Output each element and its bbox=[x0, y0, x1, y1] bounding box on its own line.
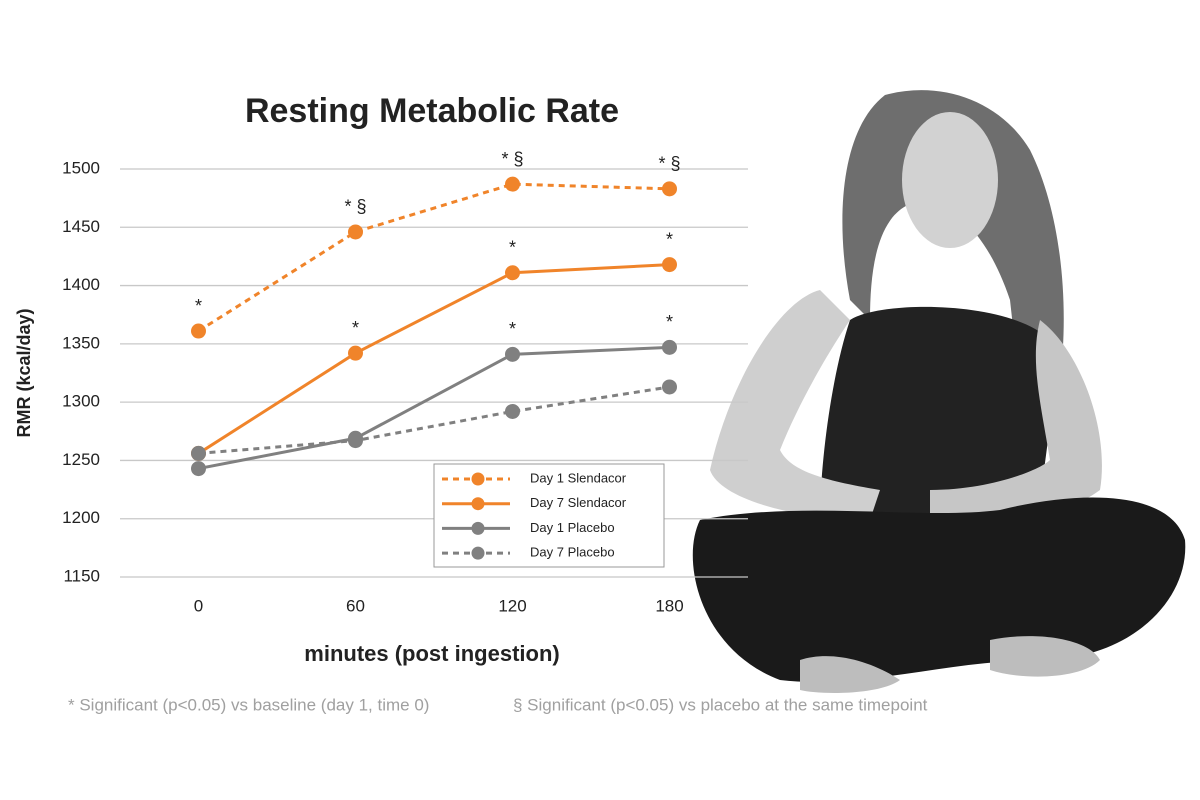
data-point bbox=[348, 433, 363, 449]
series-line bbox=[197, 182, 670, 333]
y-tick-label: 1400 bbox=[62, 275, 100, 294]
significance-label: * bbox=[509, 237, 516, 257]
series-line bbox=[197, 263, 670, 455]
footnote: * Significant (p<0.05) vs baseline (day … bbox=[68, 695, 429, 714]
significance-label: * bbox=[509, 319, 516, 339]
legend-label: Day 7 Placebo bbox=[530, 545, 615, 560]
series bbox=[191, 379, 677, 461]
series: * * * bbox=[191, 229, 677, 461]
torso bbox=[820, 306, 1053, 520]
x-tick-label: 180 bbox=[655, 596, 683, 615]
data-point bbox=[191, 461, 206, 477]
significance-label: * § bbox=[344, 197, 366, 217]
significance-label: * § bbox=[501, 149, 523, 169]
x-tick-label: 0 bbox=[194, 596, 203, 615]
legend-marker bbox=[471, 472, 485, 486]
series: * * § * § * § bbox=[191, 149, 681, 339]
significance-label: * § bbox=[658, 154, 680, 174]
photo bbox=[692, 90, 1186, 693]
data-point bbox=[191, 445, 206, 461]
y-tick-label: 1500 bbox=[62, 158, 100, 177]
x-tick-label: 60 bbox=[346, 596, 365, 615]
data-point bbox=[348, 224, 363, 240]
y-tick-label: 1250 bbox=[62, 450, 100, 469]
y-axis-title: RMR (kcal/day) bbox=[14, 308, 34, 437]
legend-marker bbox=[471, 521, 485, 535]
legend-label: Day 7 Slendacor bbox=[530, 495, 627, 510]
data-point bbox=[662, 257, 677, 273]
chart-title: Resting Metabolic Rate bbox=[245, 92, 619, 130]
significance-label: * bbox=[666, 312, 673, 332]
data-point bbox=[505, 176, 520, 192]
data-point bbox=[191, 323, 206, 339]
y-tick-label: 1450 bbox=[62, 217, 100, 236]
x-axis-title: minutes (post ingestion) bbox=[304, 641, 559, 666]
data-point bbox=[505, 346, 520, 362]
significance-label: * bbox=[195, 296, 202, 316]
significance-label: * bbox=[666, 229, 673, 249]
data-point bbox=[505, 265, 520, 281]
data-point bbox=[662, 339, 677, 355]
data-point bbox=[505, 403, 520, 419]
footnote: § Significant (p<0.05) vs placebo at the… bbox=[513, 695, 928, 714]
y-tick-label: 1350 bbox=[62, 333, 100, 352]
y-tick-label: 1200 bbox=[62, 508, 100, 527]
data-point bbox=[662, 379, 677, 395]
significance-label: * bbox=[352, 318, 359, 338]
hair bbox=[842, 90, 1064, 390]
legs bbox=[692, 497, 1186, 683]
data-point bbox=[348, 345, 363, 361]
arm-right bbox=[930, 320, 1102, 524]
legend-marker bbox=[471, 546, 485, 560]
y-tick-label: 1300 bbox=[62, 392, 100, 411]
y-tick-label: 1150 bbox=[63, 566, 100, 585]
legend: Day 1 Slendacor Day 7 Slendacor Day 1 Plac… bbox=[433, 463, 665, 568]
data-point bbox=[662, 181, 677, 197]
series: * * bbox=[191, 312, 677, 477]
series-line bbox=[198, 345, 670, 471]
feet bbox=[800, 636, 1100, 693]
face bbox=[902, 112, 998, 248]
x-tick-label: 120 bbox=[498, 596, 526, 615]
legend-marker bbox=[471, 497, 485, 511]
legend-label: Day 1 Slendacor bbox=[530, 470, 627, 485]
series-line bbox=[198, 385, 670, 455]
arm-left bbox=[710, 290, 880, 520]
legend-label: Day 1 Placebo bbox=[530, 520, 615, 535]
